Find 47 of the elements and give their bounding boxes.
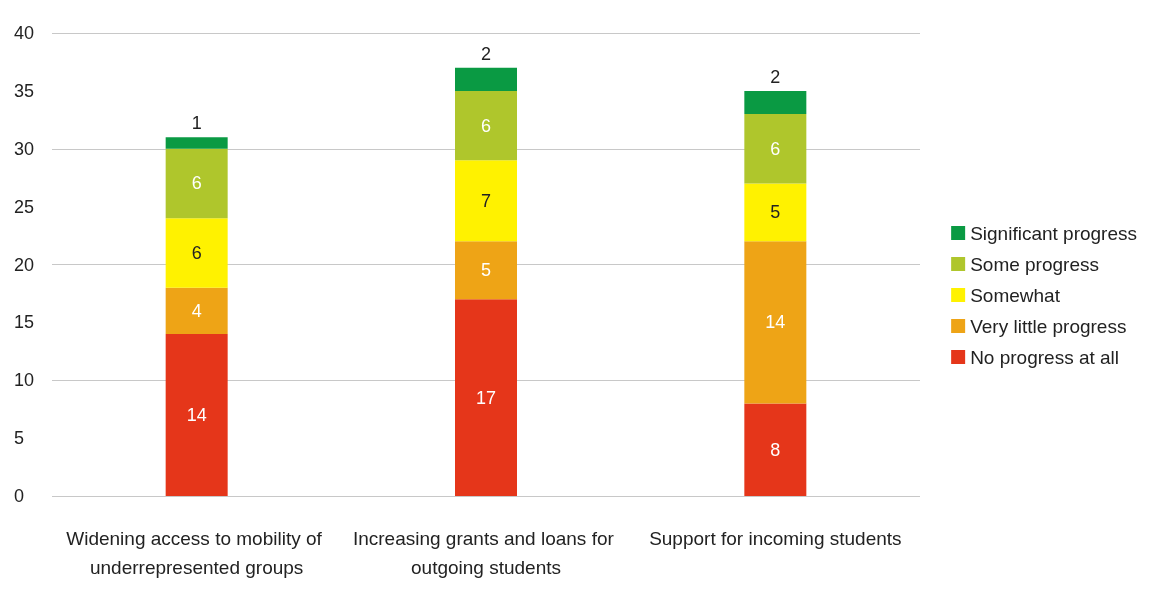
legend-label: Very little progress xyxy=(970,315,1127,337)
legend-label: Significant progress xyxy=(970,222,1138,244)
bar xyxy=(455,241,517,300)
data-label: 5 xyxy=(770,202,781,223)
legend-label: Some progress xyxy=(970,253,1099,275)
data-label: 8 xyxy=(770,439,781,460)
bar xyxy=(165,333,228,496)
data-label: 1 xyxy=(191,113,202,134)
y-tick-label: 40 xyxy=(14,23,35,43)
data-label: 2 xyxy=(770,66,781,87)
y-tick-label: 30 xyxy=(14,138,35,159)
y-tick-label: 10 xyxy=(14,370,35,391)
bar xyxy=(455,160,517,242)
bar xyxy=(744,90,807,115)
data-label: 6 xyxy=(191,242,202,263)
y-tick-label: 25 xyxy=(14,196,35,217)
bar xyxy=(165,137,228,149)
data-label: 4 xyxy=(191,300,202,321)
y-tick-label: 35 xyxy=(14,80,35,101)
bar xyxy=(455,299,517,496)
bar xyxy=(744,114,807,184)
x-tick-label: Widening access to mobility of underrepresented groups xyxy=(66,528,328,578)
data-label: 6 xyxy=(480,115,492,136)
x-tick-label: Increasing grants and loans for outgoing students xyxy=(352,528,620,578)
bar xyxy=(165,148,228,219)
legend-label: Somewhat xyxy=(970,284,1061,306)
legend-label: No progress at all xyxy=(970,346,1120,368)
bar xyxy=(744,183,807,242)
y-tick-label: 5 xyxy=(14,428,25,449)
bar xyxy=(455,90,517,161)
bar xyxy=(455,67,517,91)
data-label: 6 xyxy=(770,138,781,159)
y-tick-label: 15 xyxy=(14,312,35,333)
data-label: 14 xyxy=(186,404,207,425)
bar xyxy=(165,287,228,334)
data-label: 2 xyxy=(480,43,492,64)
y-tick-label: 0 xyxy=(14,486,25,506)
data-label: 7 xyxy=(480,190,492,211)
bar xyxy=(165,218,228,288)
x-tick-label: Support for incoming students xyxy=(649,528,902,549)
data-label: 14 xyxy=(765,312,786,333)
bar xyxy=(744,241,807,404)
data-label: 5 xyxy=(480,260,492,281)
data-label: 17 xyxy=(475,387,497,408)
data-label: 6 xyxy=(191,173,202,194)
bar xyxy=(744,403,807,496)
y-tick-label: 20 xyxy=(14,254,35,275)
